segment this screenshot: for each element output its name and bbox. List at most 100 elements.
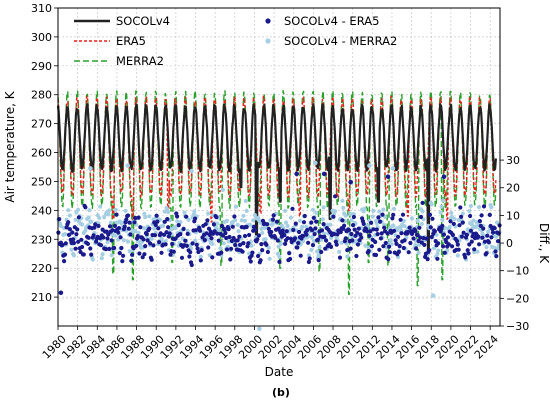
y2-tick-label: −30 [506, 320, 529, 333]
diff-point [186, 217, 191, 222]
diff-point [477, 242, 482, 247]
diff-point [249, 243, 254, 248]
diff-point [71, 240, 77, 246]
diff-point [334, 235, 339, 240]
diff-point [230, 224, 235, 229]
diff-point [80, 244, 85, 250]
diff-point [441, 232, 446, 237]
diff-point [147, 214, 152, 219]
legend-lines: SOCOLv4 ERA5 MERRA2 [74, 14, 170, 68]
diff-point-outlier [88, 166, 93, 171]
diff-point [472, 247, 477, 252]
diff-point [343, 213, 348, 218]
diff-point [98, 204, 103, 209]
diff-point [168, 252, 173, 257]
diff-point [322, 234, 327, 239]
diff-point [421, 236, 426, 241]
diff-point [380, 212, 385, 217]
diff-point [311, 239, 316, 244]
diff-point [378, 236, 383, 241]
diff-point [395, 228, 400, 233]
diff-point [414, 246, 419, 251]
diff-point [394, 241, 399, 246]
diff-point [121, 238, 126, 243]
diff-point [455, 253, 460, 258]
diff-point [396, 234, 401, 239]
diff-point [260, 248, 265, 253]
diff-point [471, 218, 476, 223]
diff-point [317, 245, 322, 250]
diff-point [108, 220, 113, 225]
diff-point [328, 244, 334, 249]
diff-point [273, 235, 278, 240]
diff-point [66, 232, 72, 237]
diff-point [378, 219, 383, 224]
diff-point [182, 210, 187, 215]
diff-point [124, 217, 129, 222]
diff-point [323, 246, 328, 251]
diff-point [58, 223, 64, 229]
diff-point [311, 215, 316, 220]
diff-point [309, 220, 314, 225]
diff-point [210, 255, 215, 260]
diff-point [64, 225, 69, 230]
diff-point [123, 208, 128, 213]
diff-point [256, 253, 261, 259]
diff-point [103, 247, 108, 252]
diff-point [288, 215, 293, 220]
diff-point [397, 244, 402, 249]
diff-point [314, 210, 319, 215]
diff-point [420, 209, 425, 214]
diff-point [476, 234, 481, 239]
diff-point-outlier [390, 166, 396, 171]
y2-tick-label: 0 [506, 237, 513, 250]
diff-point [236, 229, 241, 234]
diff-point [435, 256, 440, 261]
diff-point [215, 221, 220, 226]
diff-point [469, 239, 474, 244]
diff-point [162, 209, 167, 214]
y-tick-label: 300 [31, 31, 52, 44]
diff-point [251, 218, 256, 223]
diff-point [287, 251, 292, 256]
diff-point [204, 231, 209, 236]
diff-point [310, 243, 316, 248]
diff-point [187, 254, 192, 259]
diff-point [376, 215, 381, 220]
diff-point [321, 222, 326, 227]
diff-point [210, 241, 215, 246]
diff-point [375, 232, 380, 237]
diff-point [420, 200, 425, 205]
diff-point [191, 212, 196, 217]
diff-point [280, 228, 285, 233]
diff-point [479, 213, 484, 218]
diff-point [96, 223, 101, 229]
legend-label: SOCOLv4 - MERRA2 [284, 34, 397, 48]
diff-point [101, 235, 106, 240]
diff-point [83, 205, 88, 210]
diff-point [76, 207, 81, 212]
diff-point [221, 241, 226, 246]
diff-point [494, 254, 499, 259]
diff-point [337, 255, 343, 260]
x-axis-ticks: 1980198219841986198819901992199419961998… [40, 326, 501, 362]
y-tick-label: 310 [31, 2, 52, 15]
diff-point [481, 226, 486, 231]
diff-point [106, 212, 111, 217]
diff-point [86, 215, 91, 220]
diff-point [63, 241, 68, 246]
diff-point [130, 228, 135, 233]
diff-point [237, 234, 242, 239]
diff-point [93, 222, 98, 227]
diff-point [371, 208, 376, 213]
diff-point [147, 226, 152, 231]
diff-point [126, 226, 131, 231]
diff-point [89, 219, 94, 224]
diff-point [211, 222, 216, 227]
diff-point [406, 250, 411, 255]
diff-point [192, 209, 197, 214]
y2-tick-label: 20 [506, 182, 520, 195]
diff-point [62, 252, 68, 257]
diff-point [415, 218, 420, 223]
diff-point [402, 224, 407, 229]
